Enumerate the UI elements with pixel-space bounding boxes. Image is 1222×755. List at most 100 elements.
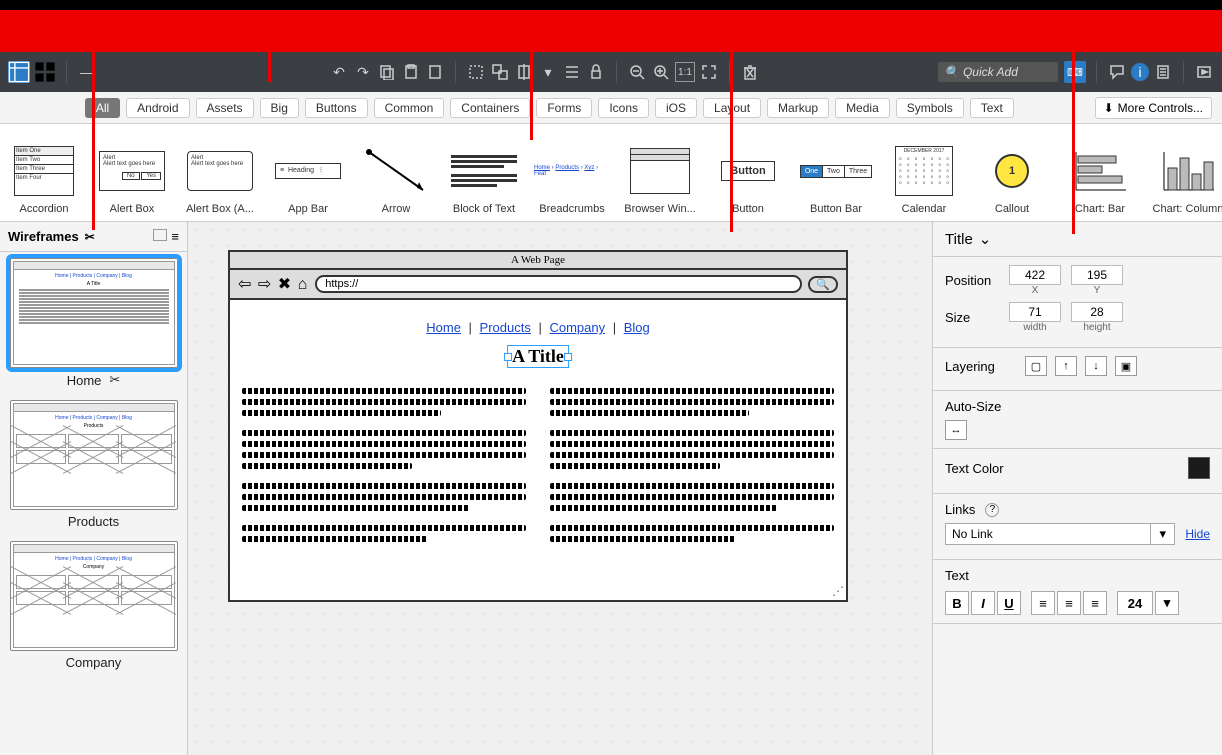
search-icon: 🔍	[808, 276, 838, 293]
italic-button[interactable]: I	[971, 591, 995, 615]
filter-pill-symbols[interactable]: Symbols	[896, 98, 964, 118]
library-item[interactable]: Arrow	[352, 124, 440, 221]
position-x-input[interactable]	[1009, 265, 1061, 285]
align-right-button[interactable]: ≡	[1083, 591, 1107, 615]
browser-toolbar: ⇦ ⇨ ✖ ⌂ https:// 🔍	[230, 270, 846, 300]
size-h-input[interactable]	[1071, 302, 1123, 322]
page-nav-link: Blog	[624, 320, 650, 335]
filter-pill-forms[interactable]: Forms	[536, 98, 592, 118]
link-dropdown-icon[interactable]: ▾	[1151, 523, 1175, 545]
canvas[interactable]: A Web Page ⇦ ⇨ ✖ ⌂ https:// 🔍 Home | Pro…	[188, 222, 932, 755]
wireframe-thumbnail[interactable]: Home | Products | Company | BlogCompanyC…	[6, 541, 181, 670]
library-item[interactable]: ≡ Heading ⁝App Bar	[264, 124, 352, 221]
filter-pill-assets[interactable]: Assets	[196, 98, 254, 118]
library-item[interactable]: OneTwoThreeButton Bar	[792, 124, 880, 221]
size-w-input[interactable]	[1009, 302, 1061, 322]
font-size-input[interactable]: 24	[1117, 591, 1153, 615]
hide-link[interactable]: Hide	[1185, 527, 1210, 541]
align-center-button[interactable]: ≡	[1057, 591, 1081, 615]
present-icon[interactable]	[1194, 62, 1214, 82]
wireframe-actions-icon[interactable]: ✂	[109, 372, 120, 388]
library-item[interactable]: Chart: Column	[1144, 124, 1222, 221]
autosize-button[interactable]: ↔	[945, 420, 967, 440]
filter-pill-containers[interactable]: Containers	[450, 98, 530, 118]
inspector-title-row[interactable]: Title ⌄	[933, 222, 1222, 257]
chevron-down-icon: ⌄	[979, 230, 992, 248]
filter-pill-icons[interactable]: Icons	[598, 98, 649, 118]
main-area: Wireframes ✂ ≡ Home | Products | Company…	[0, 222, 1222, 755]
library-item-label: Button	[732, 203, 764, 215]
library-item[interactable]: Chart: Bar	[1056, 124, 1144, 221]
quick-add-input[interactable]: 🔍 Quick Add	[938, 62, 1058, 82]
help-icon[interactable]: ?	[985, 503, 999, 517]
underline-button[interactable]: U	[997, 591, 1021, 615]
links-label: Links	[945, 502, 975, 517]
library-item-label: Button Bar	[810, 203, 862, 215]
textcolor-label: Text Color	[945, 461, 1004, 476]
group-icon[interactable]	[466, 62, 486, 82]
info-icon[interactable]: i	[1131, 63, 1149, 81]
library-item[interactable]: ButtonButton	[704, 124, 792, 221]
align-dropdown-icon[interactable]: ▾	[538, 62, 558, 82]
align-left-button[interactable]: ≡	[1031, 591, 1055, 615]
lock-icon[interactable]	[586, 62, 606, 82]
library-item[interactable]: Browser Win...	[616, 124, 704, 221]
library-item-label: Browser Win...	[624, 203, 696, 215]
bring-forward-icon[interactable]: ↑	[1055, 356, 1077, 376]
send-back-icon[interactable]: ▣	[1115, 356, 1137, 376]
zoom-in-icon[interactable]	[651, 62, 671, 82]
delete-icon[interactable]	[740, 62, 760, 82]
bring-front-icon[interactable]: ▢	[1025, 356, 1047, 376]
filter-pill-all[interactable]: All	[85, 98, 120, 118]
filter-pill-media[interactable]: Media	[835, 98, 890, 118]
wireframe-thumbnail[interactable]: Home | Products | Company | BlogA TitleH…	[6, 258, 181, 388]
navigator-expand-icon[interactable]	[153, 229, 167, 241]
library-item[interactable]: AlertAlert text goes hereNo YesAlert Box	[88, 124, 176, 221]
library-item[interactable]: DECEMBER 2017000000000000000000000000000…	[880, 124, 968, 221]
navigator-actions-icon[interactable]: ✂	[85, 230, 95, 244]
link-select[interactable]: No Link	[945, 523, 1151, 545]
ungroup-icon[interactable]	[490, 62, 510, 82]
redo-icon[interactable]: ↷	[353, 62, 373, 82]
selected-title-element[interactable]: A Title	[507, 345, 569, 368]
library-item[interactable]: 1Callout	[968, 124, 1056, 221]
filter-pill-text[interactable]: Text	[970, 98, 1014, 118]
zoom-fit-icon[interactable]	[699, 62, 719, 82]
library-item-label: Chart: Column	[1153, 203, 1222, 215]
filter-pill-buttons[interactable]: Buttons	[305, 98, 368, 118]
library-item[interactable]: Item OneItem TwoItem ThreeItem FourAccor…	[0, 124, 88, 221]
distribute-icon[interactable]	[562, 62, 582, 82]
browser-window-mockup[interactable]: A Web Page ⇦ ⇨ ✖ ⌂ https:// 🔍 Home | Pro…	[228, 250, 848, 602]
filter-pill-ios[interactable]: iOS	[655, 98, 697, 118]
navigator-list-icon[interactable]: ≡	[171, 229, 179, 244]
bold-button[interactable]: B	[945, 591, 969, 615]
wireframe-thumbnail[interactable]: Home | Products | Company | BlogProducts…	[6, 400, 181, 529]
undo-icon[interactable]: ↶	[329, 62, 349, 82]
filter-pill-android[interactable]: Android	[126, 98, 189, 118]
h-sublabel: height	[1071, 322, 1123, 333]
wireframe-label: Products	[68, 514, 119, 529]
page-nav-link: Home	[426, 320, 461, 335]
filter-pill-common[interactable]: Common	[374, 98, 445, 118]
more-controls-button[interactable]: ⬇ More Controls...	[1095, 97, 1212, 119]
view-grid-icon[interactable]	[34, 61, 56, 83]
notes-icon[interactable]	[1153, 62, 1173, 82]
library-item[interactable]: Home › Products › Xyz › FeatBreadcrumbs	[528, 124, 616, 221]
zoom-out-icon[interactable]	[627, 62, 647, 82]
send-backward-icon[interactable]: ↓	[1085, 356, 1107, 376]
library-item[interactable]: AlertAlert text goes hereAlert Box (A...	[176, 124, 264, 221]
quick-add-button[interactable]: ⌨	[1064, 61, 1086, 83]
filter-pill-markup[interactable]: Markup	[767, 98, 829, 118]
paste-icon[interactable]	[401, 62, 421, 82]
library-item[interactable]: Block of Text	[440, 124, 528, 221]
filter-pill-big[interactable]: Big	[260, 98, 299, 118]
copy-icon[interactable]	[377, 62, 397, 82]
view-panels-icon[interactable]	[8, 61, 30, 83]
zoom-actual-icon[interactable]: 1:1	[675, 62, 695, 82]
text-color-swatch[interactable]	[1188, 457, 1210, 479]
annotation-line	[92, 22, 95, 230]
comments-icon[interactable]	[1107, 62, 1127, 82]
position-y-input[interactable]	[1071, 265, 1123, 285]
clipboard-icon[interactable]	[425, 62, 445, 82]
font-size-dropdown-icon[interactable]: ▾	[1155, 591, 1179, 615]
